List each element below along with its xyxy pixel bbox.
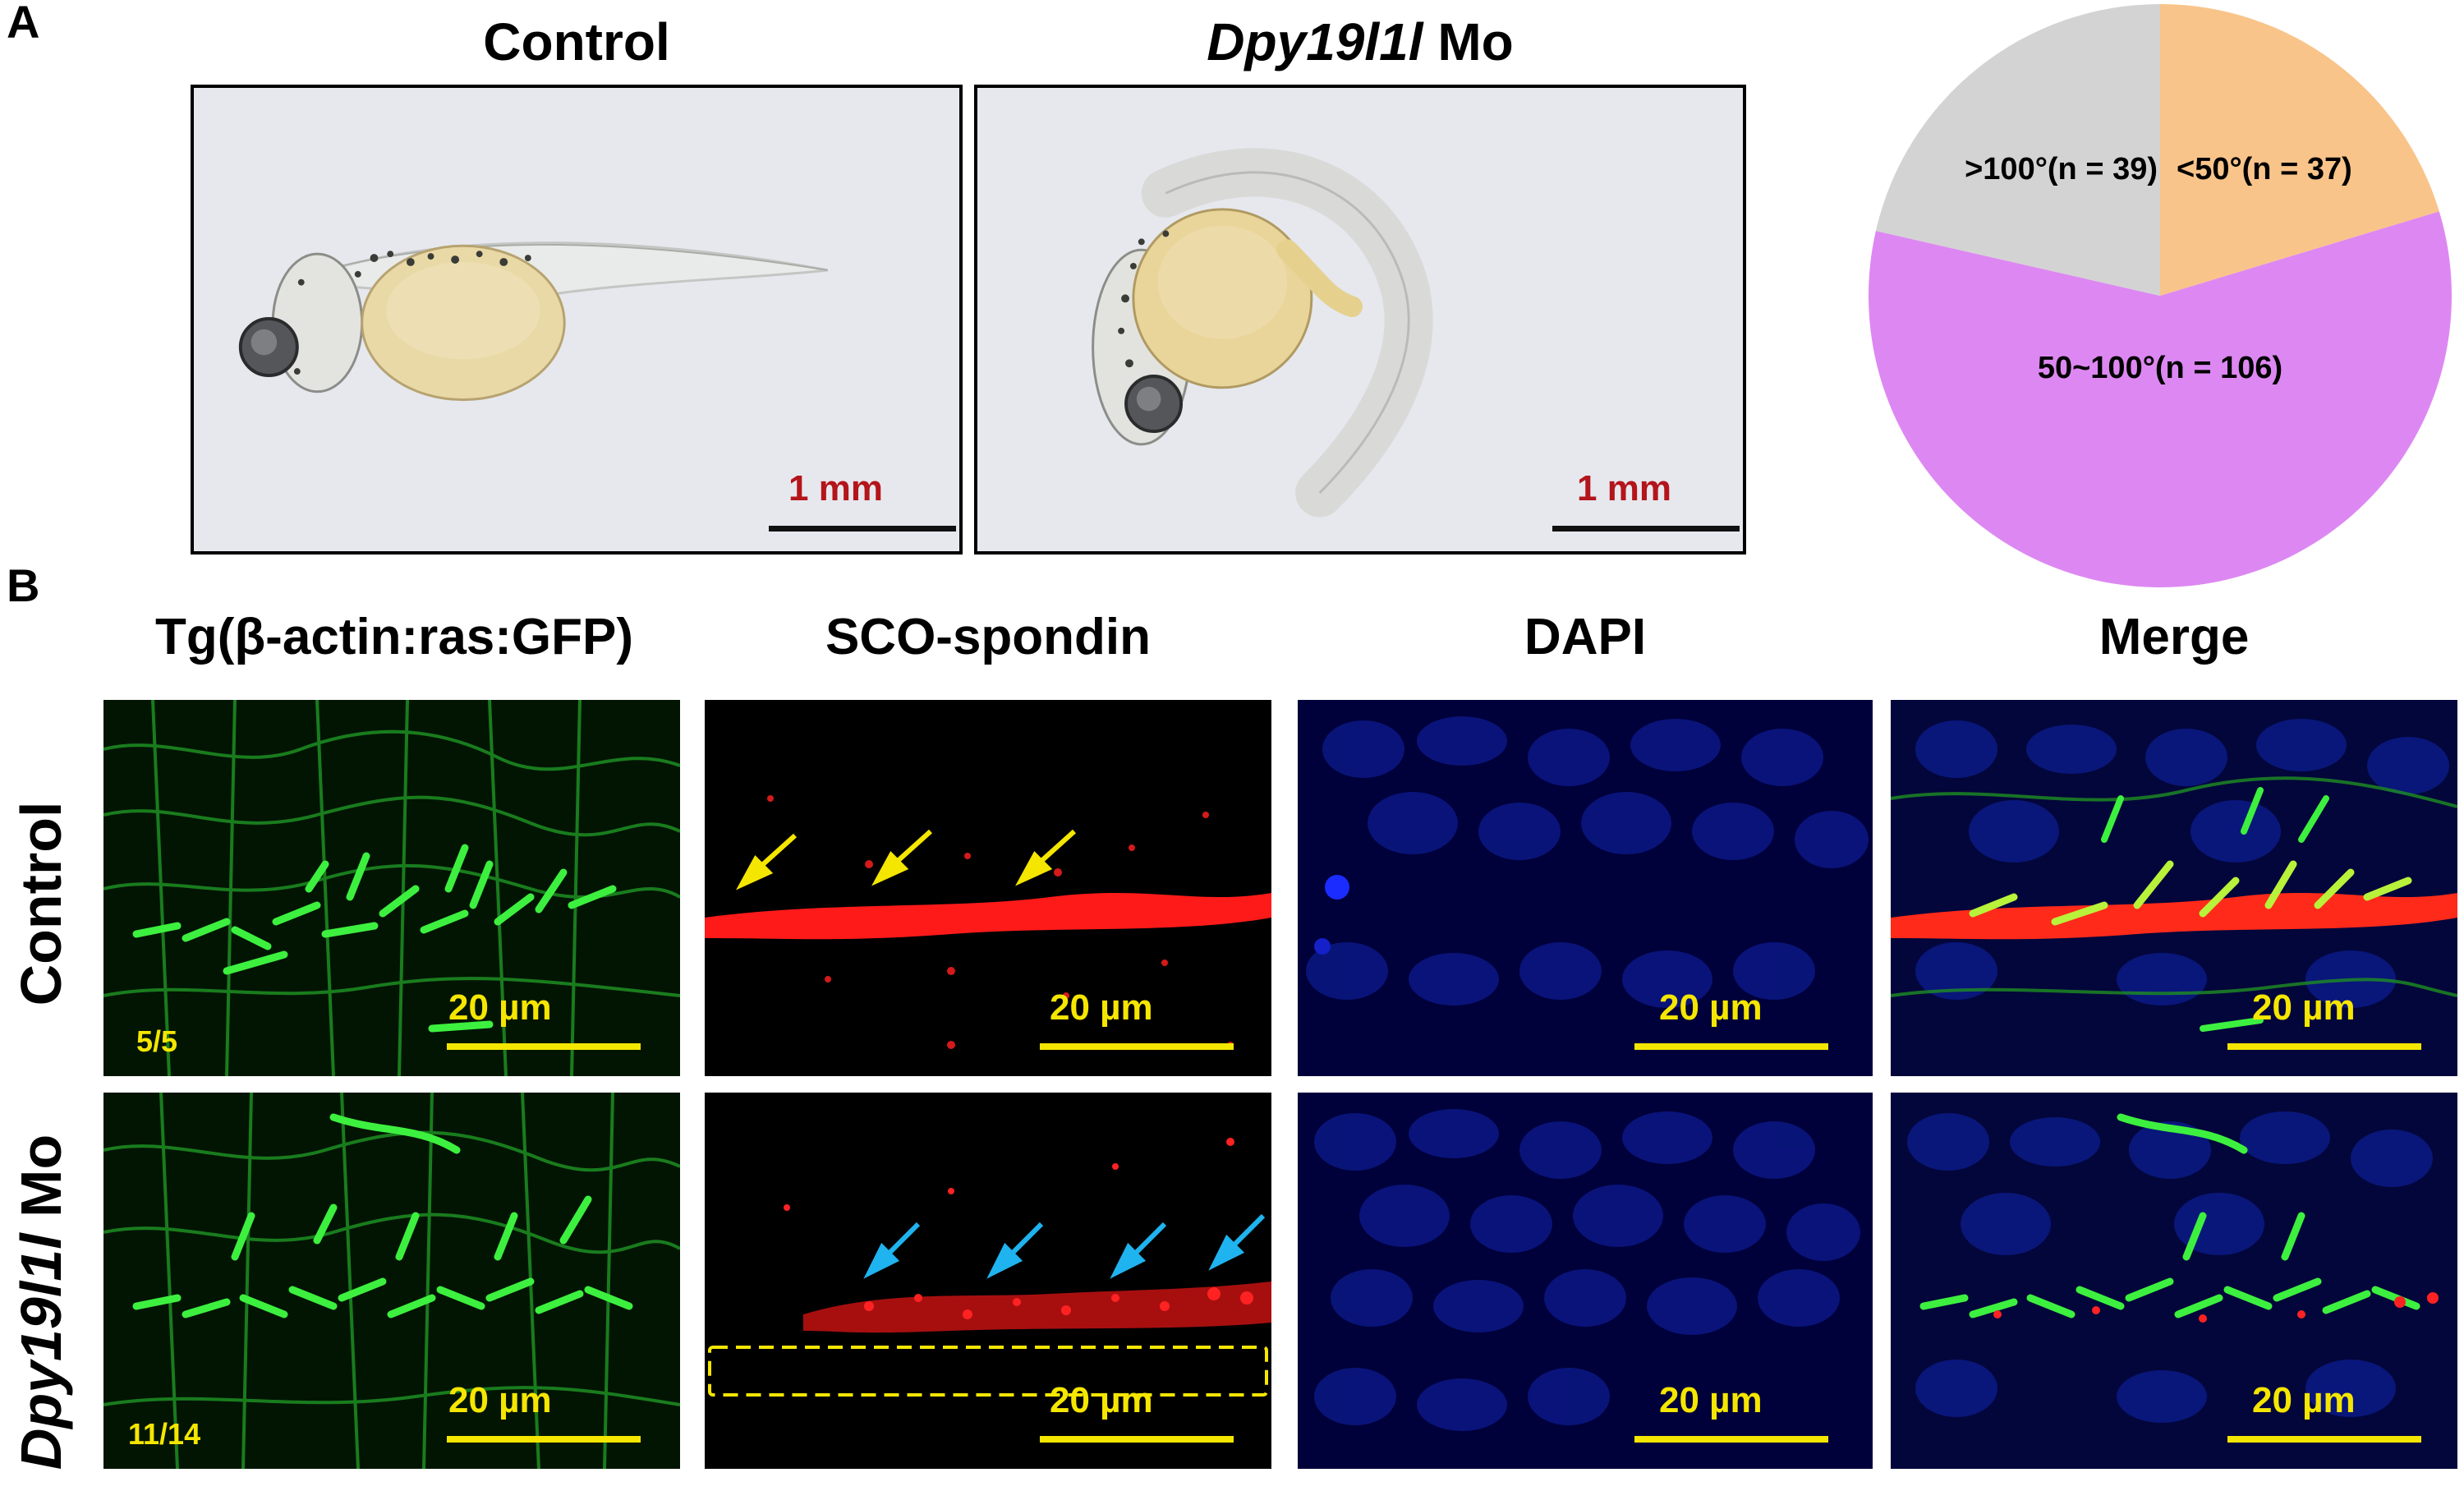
angle-pie-chart: >100°(n = 39) <50°(n = 37) 50~100°(n = 1… (1864, 0, 2456, 591)
control-sco-drawing (705, 700, 1271, 1076)
mo-ratio: 11/14 (128, 1417, 201, 1451)
mo-embryo-image (974, 85, 1746, 555)
panel-letter-a: A (7, 0, 40, 48)
pie-slice-1 (1869, 211, 2452, 588)
row-label-mo-gene: Dpy19l1l (9, 1233, 73, 1470)
mo-scale-label: 1 mm (1577, 468, 1671, 509)
mo-sco-scale-label: 20 µm (1050, 1380, 1153, 1420)
mo-dapi-scale-label: 20 µm (1659, 1380, 1763, 1420)
control-dapi-scale-bar (1634, 1043, 1828, 1050)
mo-title-suffix: Mo (1423, 12, 1514, 71)
mo-gfp-drawing (103, 1093, 680, 1469)
control-scale-bar (769, 526, 956, 532)
control-dapi-drawing (1298, 700, 1873, 1076)
mo-title: Dpy19l1l Mo (974, 12, 1746, 72)
row-label-mo-suffix: Mo (9, 1134, 73, 1234)
row-label-mo: Dpy19l1l Mo (8, 1113, 74, 1491)
control-gfp-image: 5/5 20 µm (103, 700, 680, 1076)
control-merge-drawing (1891, 700, 2457, 1076)
col-head-gfp: Tg(β-actin:ras:GFP) (154, 609, 634, 665)
row-label-control: Control (9, 801, 73, 1006)
control-sco-scale-label: 20 µm (1050, 987, 1153, 1028)
control-merge-scale-bar (2227, 1043, 2421, 1050)
mo-merge-scale-bar (2227, 1436, 2421, 1443)
pie-slice-2 (1875, 4, 2160, 296)
mo-merge-scale-label: 20 µm (2252, 1380, 2356, 1420)
mo-gfp-scale-bar (447, 1436, 641, 1443)
panel-letter-b: B (7, 559, 40, 611)
mo-merge-image: 20 µm (1891, 1093, 2457, 1469)
control-merge-scale-label: 20 µm (2252, 987, 2356, 1028)
mo-title-gene: Dpy19l1l (1207, 12, 1423, 71)
mo-sco-drawing (705, 1093, 1271, 1469)
control-title: Control (483, 12, 670, 71)
mo-merge-drawing (1891, 1093, 2457, 1469)
control-scale-label: 1 mm (788, 468, 883, 509)
control-gfp-scale-label: 20 µm (448, 987, 552, 1028)
mo-dapi-drawing (1298, 1093, 1873, 1469)
mo-gfp-scale-label: 20 µm (448, 1380, 552, 1420)
mo-sco-scale-bar (1040, 1436, 1234, 1443)
col-head-merge: Merge (2099, 609, 2250, 665)
control-sco-scale-bar (1040, 1043, 1234, 1050)
control-ratio: 5/5 (136, 1024, 178, 1058)
mo-dapi-image: 20 µm (1298, 1093, 1873, 1469)
col-head-dapi: DAPI (1524, 609, 1647, 665)
control-dapi-image: 20 µm (1298, 700, 1873, 1076)
col-head-sco: SCO-spondin (825, 609, 1152, 665)
control-merge-image: 20 µm (1891, 700, 2457, 1076)
control-sco-image: 20 µm (705, 700, 1271, 1076)
control-gfp-scale-bar (447, 1043, 641, 1050)
mo-gfp-image: 11/14 20 µm (103, 1093, 680, 1469)
mo-dapi-scale-bar (1634, 1436, 1828, 1443)
pie-label-orange: <50°(n = 37) (2177, 152, 2352, 186)
control-dapi-scale-label: 20 µm (1659, 987, 1763, 1028)
control-gfp-drawing (103, 700, 680, 1076)
mo-embryo-drawing (1092, 148, 1433, 518)
control-embryo-image (191, 85, 963, 555)
pie-svg: >100°(n = 39) <50°(n = 37) 50~100°(n = 1… (1869, 4, 2452, 588)
pie-label-gray: >100°(n = 39) (1965, 152, 2158, 186)
control-embryo-drawing (238, 242, 828, 402)
mo-sco-image: 20 µm (705, 1093, 1271, 1469)
pie-slice-0 (2160, 4, 2439, 296)
mo-scale-bar (1552, 526, 1740, 532)
pie-label-violet: 50~100°(n = 106) (2038, 351, 2282, 385)
